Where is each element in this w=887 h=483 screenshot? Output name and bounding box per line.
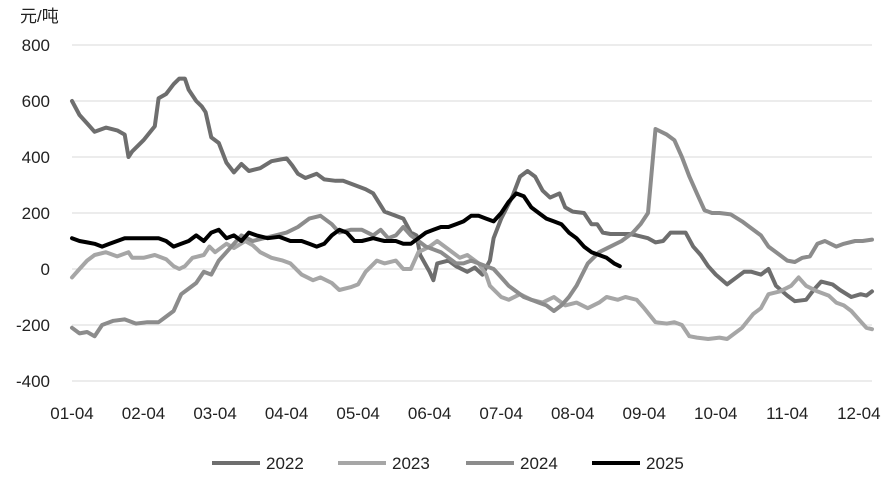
y-tick-label: -200	[16, 316, 50, 335]
x-tick-label: 02-04	[122, 404, 165, 423]
legend: 2022 2023 2024 2025	[212, 454, 684, 473]
x-tick-label: 07-04	[479, 404, 522, 423]
series-line-2022	[72, 79, 872, 302]
x-axis-ticks: 01-04 02-04 03-04 04-04 05-04 06-04 07-04 08-04…	[50, 404, 880, 423]
x-tick-label: 03-04	[193, 404, 236, 423]
x-tick-label: 10-04	[694, 404, 737, 423]
legend-label-2025: 2025	[646, 454, 684, 473]
y-tick-label: 0	[41, 260, 50, 279]
y-tick-label: -400	[16, 372, 50, 391]
y-tick-label: 400	[22, 148, 50, 167]
y-axis-ticks: 800 600 400 200 0 -200 -400	[16, 36, 50, 391]
x-tick-label: 12-04	[837, 404, 880, 423]
y-tick-label: 800	[22, 36, 50, 55]
y-tick-label: 200	[22, 204, 50, 223]
x-tick-label: 09-04	[622, 404, 665, 423]
y-tick-label: 600	[22, 92, 50, 111]
x-tick-label: 11-04	[766, 404, 808, 423]
x-tick-label: 08-04	[551, 404, 594, 423]
y-unit-label: 元/吨	[20, 7, 59, 26]
x-tick-label: 01-04	[50, 404, 93, 423]
legend-label-2023: 2023	[392, 454, 430, 473]
x-tick-label: 06-04	[408, 404, 451, 423]
x-tick-label: 05-04	[336, 404, 379, 423]
series-line-2023	[72, 241, 872, 339]
series-line-2024	[72, 129, 872, 336]
series-lines	[72, 79, 872, 339]
x-tick-label: 04-04	[265, 404, 308, 423]
legend-label-2022: 2022	[266, 454, 304, 473]
legend-label-2024: 2024	[520, 454, 558, 473]
